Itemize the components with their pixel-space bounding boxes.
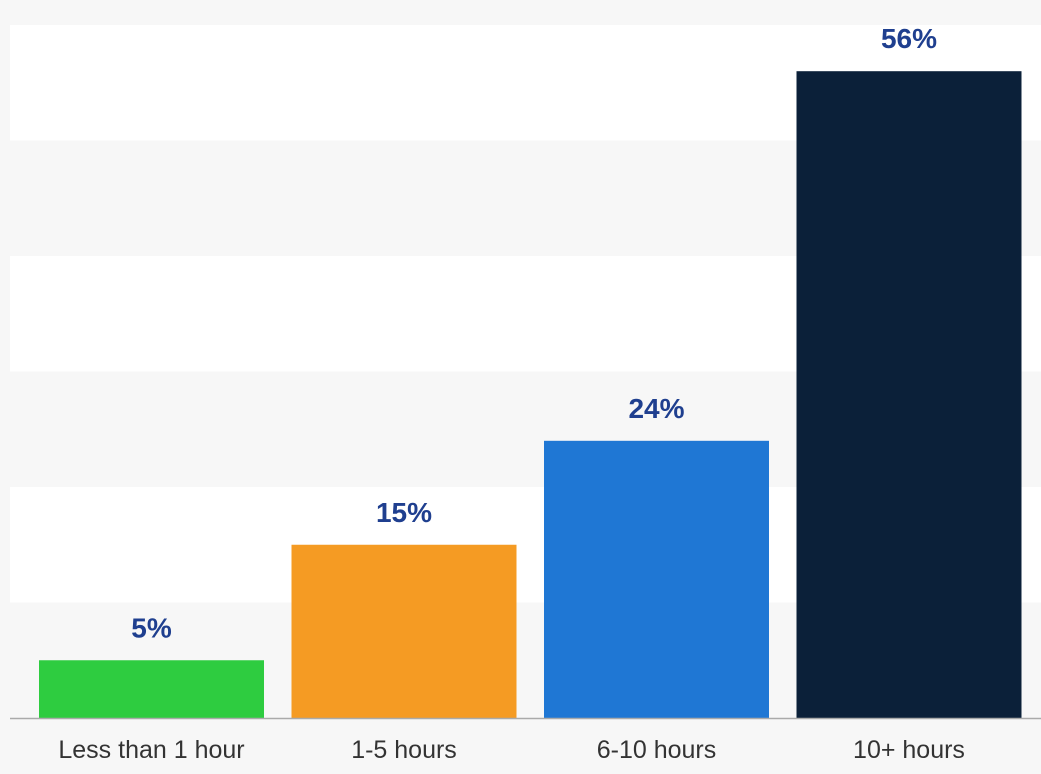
value-label: 24% [628, 393, 684, 424]
category-label: Less than 1 hour [58, 736, 244, 764]
category-label: 10+ hours [853, 736, 965, 764]
category-label: 6-10 hours [597, 736, 717, 764]
value-label: 5% [131, 612, 172, 643]
bar-3 [544, 441, 769, 718]
bar-1 [39, 660, 264, 718]
category-label: 1-5 hours [351, 736, 457, 764]
bar-2 [292, 545, 517, 718]
value-label: 56% [881, 23, 937, 54]
category-labels-group: Less than 1 hour 1-5 hours 6-10 hours 10+ h… [58, 736, 965, 764]
value-label: 15% [376, 497, 432, 528]
bar-4 [797, 71, 1022, 718]
